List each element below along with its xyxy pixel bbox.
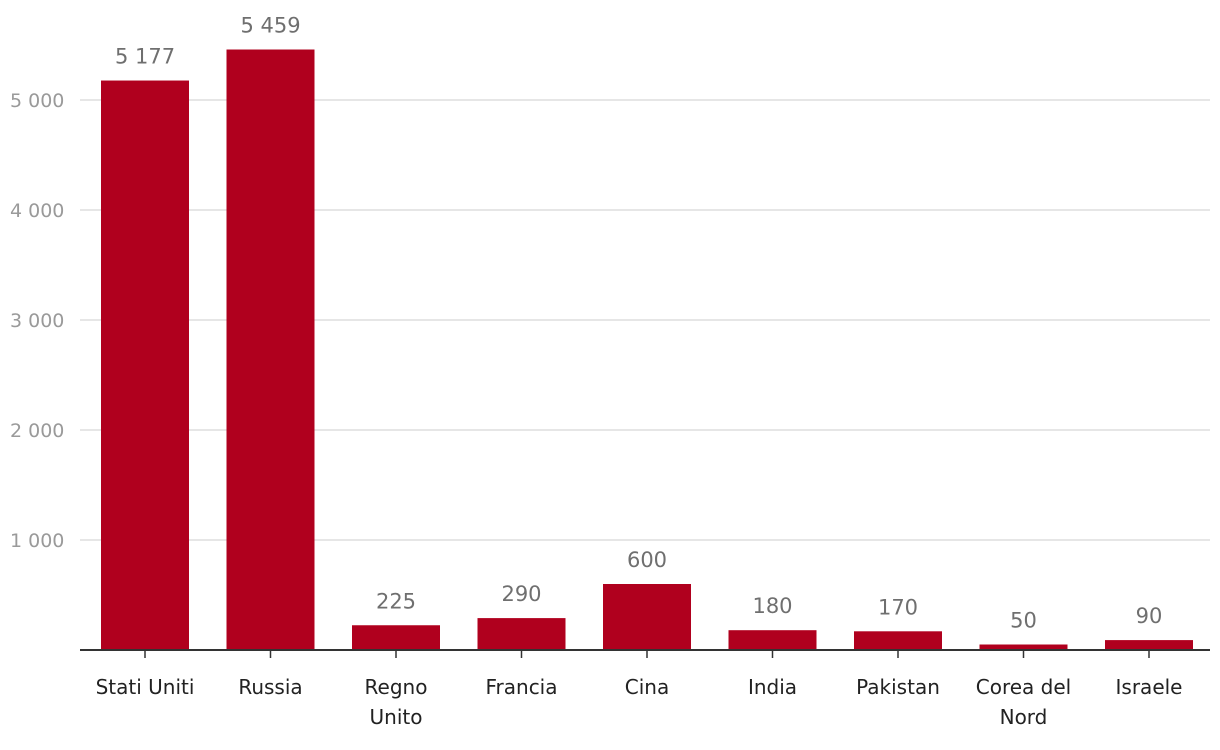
category-label: Stati Uniti — [96, 675, 195, 699]
category-label: Regno — [365, 675, 428, 699]
y-tick-label: 3 000 — [10, 310, 64, 332]
bar — [101, 80, 189, 650]
category-label: India — [748, 675, 797, 699]
value-label: 5 177 — [115, 45, 175, 69]
value-label: 5 459 — [240, 14, 300, 38]
bar — [477, 618, 566, 650]
value-label: 90 — [1136, 604, 1163, 628]
category-label: Israele — [1116, 675, 1183, 699]
value-label: 180 — [752, 594, 792, 618]
value-label: 50 — [1010, 609, 1037, 633]
category-label: Francia — [485, 675, 557, 699]
y-tick-label: 2 000 — [10, 420, 64, 442]
value-label: 600 — [627, 548, 667, 572]
category-label: Corea del — [976, 675, 1071, 699]
category-label: Cina — [625, 675, 669, 699]
bars — [101, 49, 1193, 650]
y-tick-label: 1 000 — [10, 530, 64, 552]
category-label: Pakistan — [856, 675, 940, 699]
bar — [1105, 640, 1193, 650]
category-label: Unito — [370, 705, 423, 729]
y-tick-label: 5 000 — [10, 90, 64, 112]
bar — [854, 631, 942, 650]
bar — [352, 625, 440, 650]
bar — [979, 644, 1068, 650]
bar — [226, 49, 315, 650]
x-axis-category-labels: Stati Uniti Russia Regno Unito Francia Cina In… — [96, 675, 1183, 729]
bar — [603, 584, 691, 650]
value-label: 170 — [878, 595, 918, 619]
category-label: Russia — [238, 675, 302, 699]
bar — [728, 630, 817, 650]
value-labels: 5 177 5 459 225 290 600 180 170 50 90 — [115, 14, 1162, 633]
value-label: 225 — [376, 589, 416, 613]
y-axis-tick-labels: 1 000 2 000 3 000 4 000 5 000 — [10, 90, 64, 552]
category-label: Nord — [1000, 705, 1048, 729]
y-tick-label: 4 000 — [10, 200, 64, 222]
value-label: 290 — [501, 582, 541, 606]
x-axis — [80, 649, 1210, 658]
